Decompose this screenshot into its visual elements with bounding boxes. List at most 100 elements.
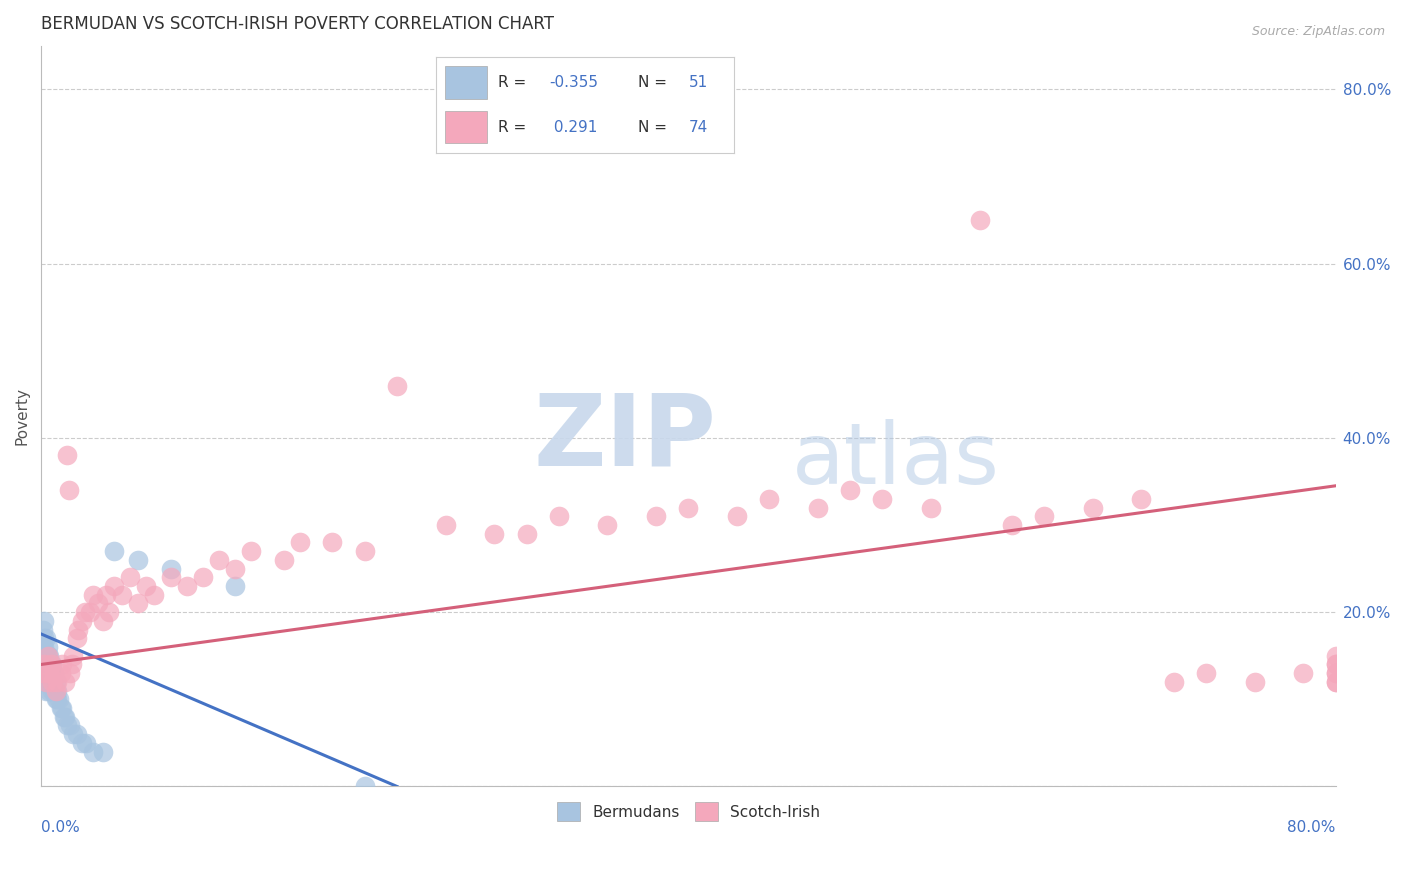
Point: [1324, 666, 1347, 681]
Point: [515, 526, 537, 541]
Point: [46, 674, 69, 689]
Point: [46, 692, 69, 706]
Point: [34, 640, 56, 654]
Legend: Bermudans, Scotch-Irish: Bermudans, Scotch-Irish: [551, 797, 825, 827]
Point: [56, 718, 79, 732]
Point: [37, 674, 59, 689]
Point: [1081, 500, 1104, 515]
Point: [45, 692, 67, 706]
Point: [159, 570, 181, 584]
Point: [70, 736, 93, 750]
Point: [46, 683, 69, 698]
Point: [120, 570, 142, 584]
Point: [1033, 509, 1056, 524]
Text: 80.0%: 80.0%: [1286, 820, 1336, 835]
Point: [39, 674, 62, 689]
Point: [34, 657, 56, 672]
Point: [38, 666, 60, 681]
Point: [75, 736, 97, 750]
Point: [1130, 491, 1153, 506]
Point: [52, 710, 75, 724]
Point: [482, 526, 505, 541]
Point: [1195, 666, 1218, 681]
Point: [191, 570, 214, 584]
Point: [176, 579, 198, 593]
Point: [31, 666, 53, 681]
Point: [62, 648, 84, 663]
Point: [59, 666, 82, 681]
Point: [434, 518, 457, 533]
Point: [70, 614, 93, 628]
Point: [31, 640, 53, 654]
Point: [34, 674, 56, 689]
Point: [969, 213, 991, 227]
Point: [41, 657, 63, 672]
Point: [1243, 674, 1265, 689]
Point: [224, 561, 246, 575]
Point: [1324, 657, 1347, 672]
Point: [58, 483, 80, 498]
Point: [94, 588, 117, 602]
Point: [60, 657, 83, 672]
Point: [39, 657, 62, 672]
Point: [34, 632, 56, 646]
Point: [385, 378, 408, 392]
Point: [111, 588, 134, 602]
Point: [82, 745, 104, 759]
Point: [51, 657, 73, 672]
Point: [1001, 518, 1024, 533]
Point: [1163, 674, 1185, 689]
Point: [159, 561, 181, 575]
Point: [73, 605, 96, 619]
Point: [143, 588, 166, 602]
Point: [59, 718, 82, 732]
Point: [51, 701, 73, 715]
Point: [35, 632, 58, 646]
Point: [208, 553, 231, 567]
Point: [321, 535, 343, 549]
Point: [725, 509, 748, 524]
Point: [353, 544, 375, 558]
Point: [49, 701, 72, 715]
Point: [678, 500, 700, 515]
Point: [240, 544, 263, 558]
Point: [41, 674, 63, 689]
Point: [1324, 648, 1347, 663]
Point: [31, 666, 53, 681]
Point: [807, 500, 830, 515]
Text: atlas: atlas: [792, 419, 1000, 502]
Point: [35, 666, 58, 681]
Point: [98, 605, 121, 619]
Point: [38, 648, 60, 663]
Point: [48, 692, 70, 706]
Point: [91, 614, 114, 628]
Point: [42, 666, 65, 681]
Point: [91, 745, 114, 759]
Point: [645, 509, 668, 524]
Point: [35, 674, 58, 689]
Point: [758, 491, 780, 506]
Text: BERMUDAN VS SCOTCH-IRISH POVERTY CORRELATION CHART: BERMUDAN VS SCOTCH-IRISH POVERTY CORRELA…: [41, 15, 554, 33]
Point: [127, 597, 149, 611]
Point: [31, 623, 53, 637]
Point: [34, 614, 56, 628]
Point: [42, 683, 65, 698]
Point: [79, 605, 101, 619]
Point: [920, 500, 942, 515]
Point: [35, 683, 58, 698]
Point: [872, 491, 894, 506]
Point: [353, 780, 375, 794]
Point: [45, 674, 67, 689]
Text: Source: ZipAtlas.com: Source: ZipAtlas.com: [1251, 25, 1385, 38]
Point: [62, 727, 84, 741]
Point: [34, 657, 56, 672]
Point: [45, 683, 67, 698]
Point: [39, 657, 62, 672]
Point: [37, 640, 59, 654]
Point: [839, 483, 862, 498]
Point: [127, 553, 149, 567]
Point: [1324, 674, 1347, 689]
Y-axis label: Poverty: Poverty: [15, 387, 30, 445]
Point: [224, 579, 246, 593]
Point: [35, 648, 58, 663]
